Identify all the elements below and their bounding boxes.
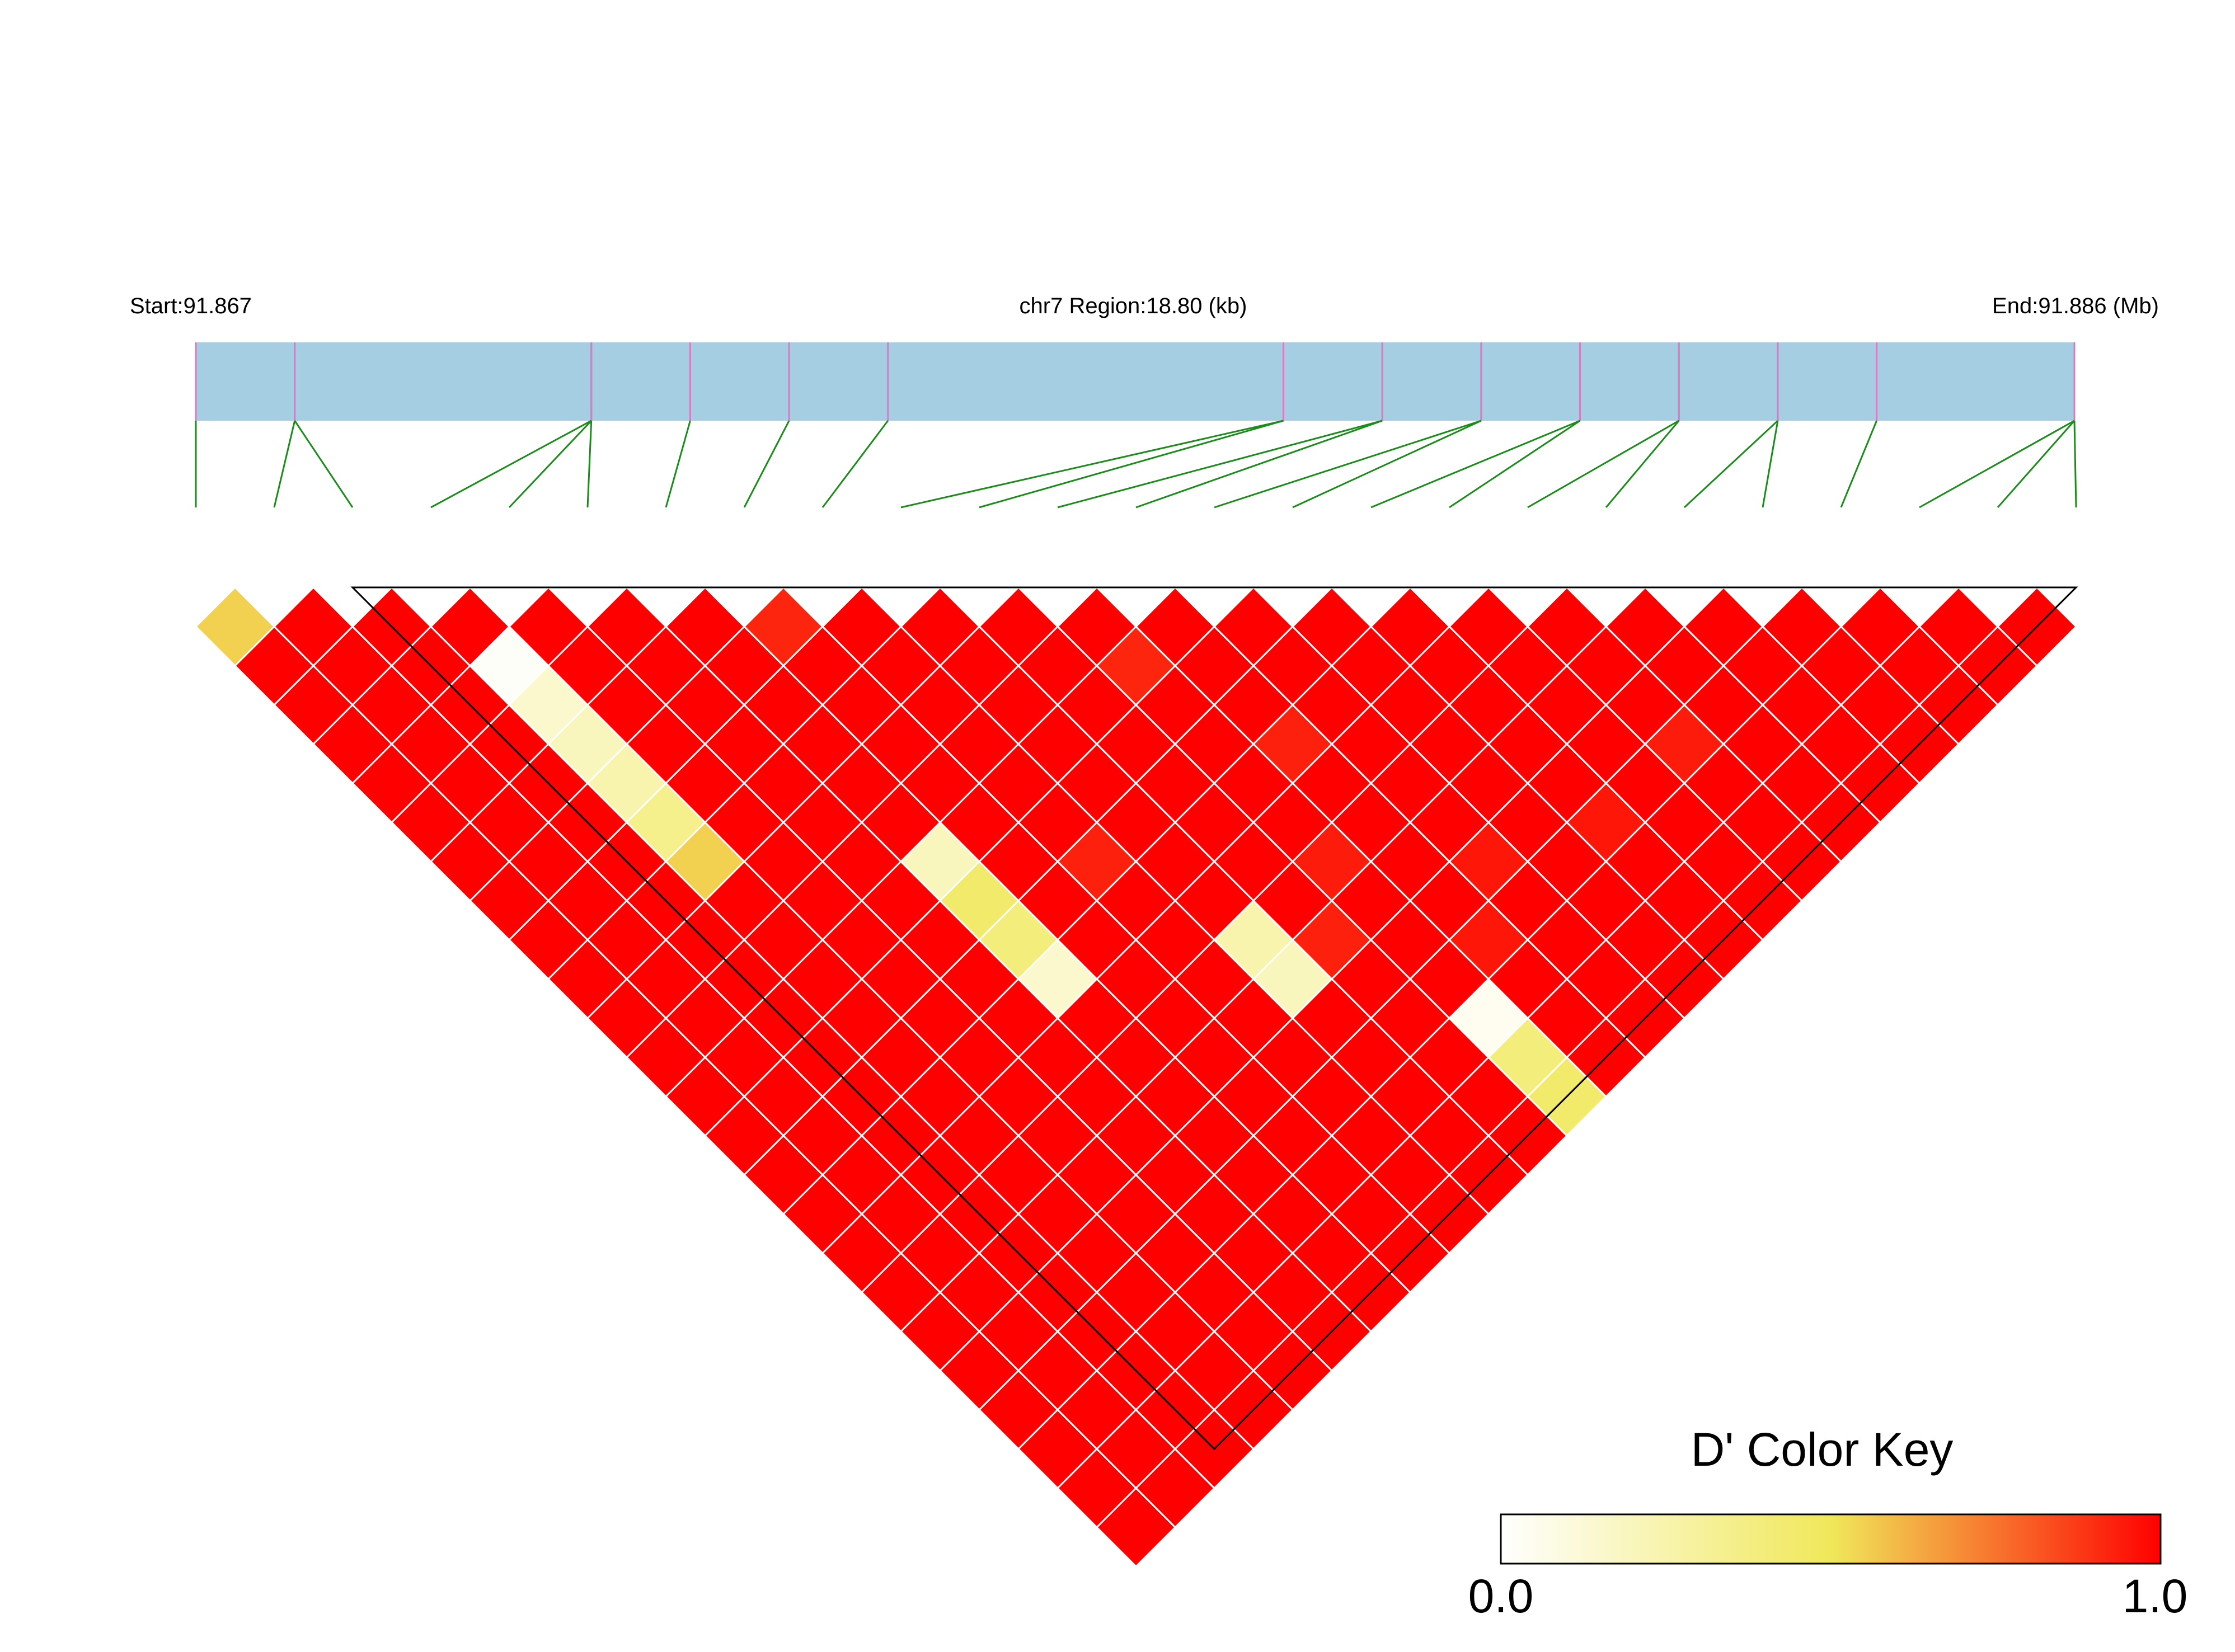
snp-connector <box>1057 420 1383 509</box>
snp-connector <box>2073 420 2077 508</box>
region-start-label: Start:91.867 <box>130 294 252 318</box>
snp-connector <box>821 420 889 508</box>
snp-connector <box>1919 420 2075 509</box>
snp-connector <box>1527 420 1680 509</box>
snp-connector <box>430 420 592 509</box>
snp-connector <box>586 420 593 508</box>
snp-connector <box>665 420 691 508</box>
ld-heatmap <box>194 586 2078 1568</box>
snp-connector <box>1605 420 1680 508</box>
snp-connector <box>508 420 592 509</box>
snp-connector <box>1292 420 1482 509</box>
snp-connector <box>1135 420 1383 509</box>
snp-connector <box>900 420 1284 509</box>
region-end-label: End:91.886 (Mb) <box>1992 294 2159 318</box>
snp-connector <box>294 420 354 508</box>
snp-position-ticks <box>195 342 2076 421</box>
chromosome-track <box>196 342 2074 421</box>
region-title: chr7 Region:18.80 (kb) <box>1020 294 1247 318</box>
color-key-max-label: 1.0 <box>2123 1570 2188 1622</box>
snp-connector <box>1840 420 1878 508</box>
snp-connector <box>1997 420 2076 508</box>
color-key-min-label: 0.0 <box>1468 1570 1534 1622</box>
snp-connector <box>1449 420 1581 509</box>
snp-connector <box>1762 420 1779 508</box>
snp-connector <box>1214 420 1482 509</box>
color-key-bar <box>1500 1513 2162 1565</box>
snp-connector <box>273 420 296 508</box>
snp-connector <box>1683 420 1778 509</box>
snp-connector <box>979 420 1284 509</box>
ld-block-outline <box>350 586 2078 1451</box>
color-key-title: D' Color Key <box>1691 1423 1954 1476</box>
snp-connector <box>1370 420 1581 509</box>
snp-connector-lines <box>195 420 2077 509</box>
ld-block-triangle <box>350 586 2078 1451</box>
snp-connector <box>743 420 790 508</box>
